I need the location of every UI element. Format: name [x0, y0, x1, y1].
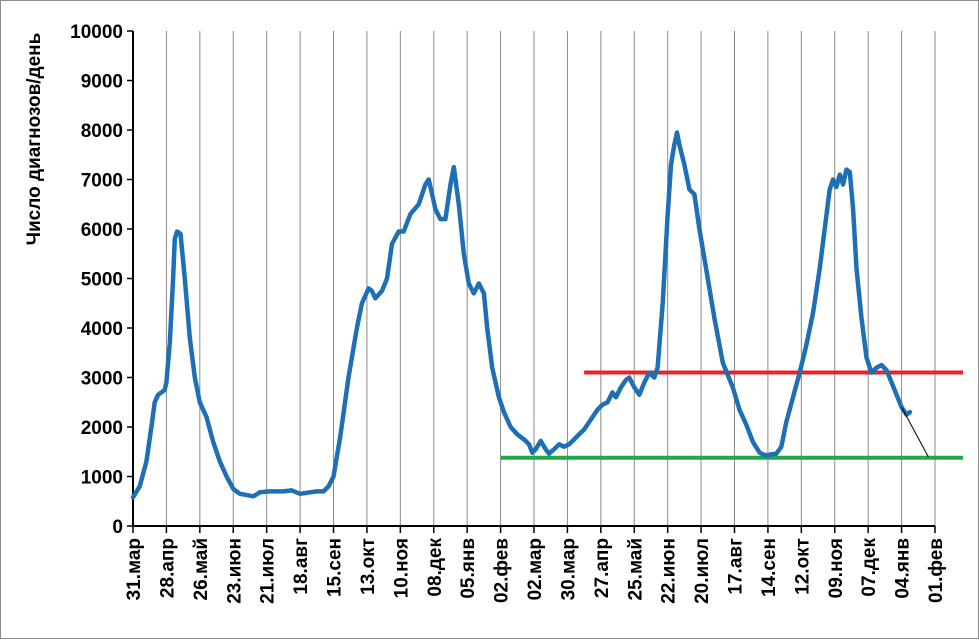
x-tick-label: 02.мар — [525, 538, 546, 600]
y-tick-label: 5000 — [81, 270, 123, 291]
y-axis-label: Число диагнозов/день — [24, 33, 45, 246]
x-tick-label: 22.июн — [659, 538, 680, 604]
data-series — [130, 130, 929, 500]
y-tick-label: 2000 — [81, 418, 123, 439]
y-tick-label: 3000 — [81, 369, 123, 390]
x-tick-label: 21.июл — [258, 538, 279, 604]
y-tick-label: 4000 — [81, 319, 123, 340]
x-tick-label: 05.янв — [458, 538, 479, 599]
vertical-gridlines — [165, 31, 936, 526]
x-tick-label: 08.дек — [425, 538, 446, 597]
x-tick-label: 01.фев — [926, 538, 947, 603]
y-tick-label: 8000 — [81, 121, 123, 142]
x-tick-label: 18.авг — [291, 538, 312, 595]
x-tick-label: 13.окт — [358, 538, 379, 595]
x-tick-label: 04.янв — [893, 538, 914, 599]
trend-line — [901, 406, 929, 457]
x-tick-label: 14.сен — [759, 538, 780, 597]
y-tick-label: 9000 — [81, 72, 123, 93]
y-tick-label: 0 — [112, 517, 123, 538]
x-tick-label: 31.мар — [124, 538, 145, 600]
x-tick-label: 25.май — [625, 538, 646, 600]
x-tick-label: 15.сен — [325, 538, 346, 597]
y-tick-labels: 0 1000 2000 3000 4000 5000 6000 7000 8000 9000 100… — [70, 22, 123, 538]
x-tick-label: 17.авг — [726, 538, 747, 595]
x-tick-label: 27.апр — [592, 538, 613, 598]
x-tick-label: 30.мар — [558, 538, 579, 600]
x-tick-label: 20.июл — [692, 538, 713, 604]
axes — [127, 30, 936, 533]
x-tick-label: 12.окт — [792, 538, 813, 595]
y-tick-label: 10000 — [70, 22, 123, 43]
y-tick-label: 1000 — [81, 468, 123, 489]
x-tick-labels: 31.мар 28.апр 26.май 23.июн 21.июл 18.авг 15.с… — [124, 538, 947, 604]
x-tick-label: 09.ноя — [826, 538, 847, 598]
x-tick-label: 26.май — [191, 538, 212, 600]
x-tick-label: 23.июн — [224, 538, 245, 604]
series-line — [130, 130, 913, 500]
x-tick-label: 28.апр — [157, 538, 178, 598]
x-tick-label: 10.ноя — [391, 538, 412, 598]
x-tick-label: 02.фев — [492, 538, 513, 603]
y-tick-label: 7000 — [81, 171, 123, 192]
x-tick-label: 07.дек — [859, 538, 880, 597]
y-tick-label: 6000 — [81, 220, 123, 241]
